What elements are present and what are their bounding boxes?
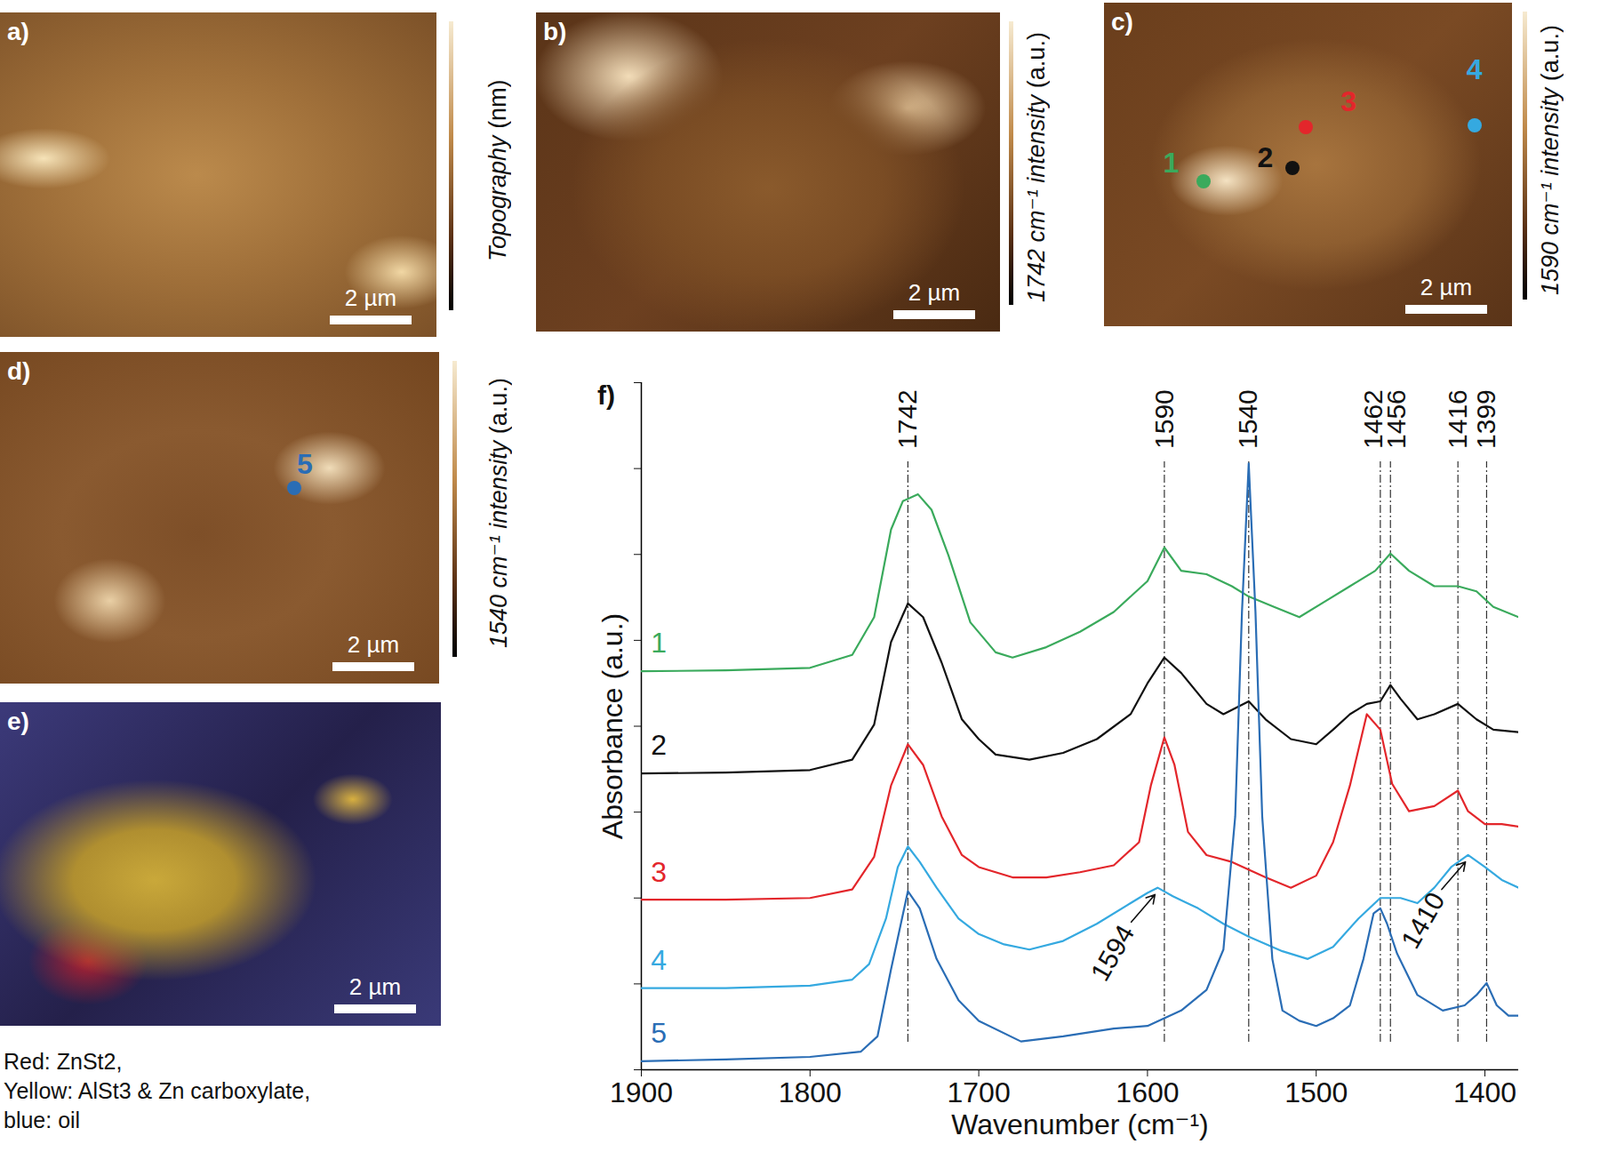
svg-text:Absorbance (a.u.): Absorbance (a.u.) [596,613,629,840]
html-text:1: 1 [1163,146,1179,179]
svg-text:1400: 1400 [1453,1076,1517,1109]
svg-text:1900: 1900 [609,1076,673,1109]
svg-text:1590: 1590 [1149,389,1179,449]
html-text:(nm): (nm) [484,79,512,136]
html-text:f): f) [597,380,616,410]
svg-text:1594: 1594 [1084,920,1140,986]
html-text:2 µm: 2 µm [908,279,961,306]
html-text:(a.u.): (a.u.) [485,378,512,441]
svg-text:1399: 1399 [1471,389,1501,449]
html-text:Red: ZnSt2,: Red: ZnSt2, [3,1048,123,1074]
svg-text:5: 5 [650,1016,667,1049]
svg-text:2: 2 [650,728,667,761]
html-text:2 µm: 2 µm [347,631,400,658]
html-text:(a.u.): (a.u.) [1023,32,1050,96]
html-text:2 µm: 2 µm [344,284,397,312]
html-text:b): b) [543,17,567,46]
html-text:1742 cm⁻¹ intensity: 1742 cm⁻¹ intensity [1023,95,1050,303]
svg-text:1462: 1462 [1358,389,1388,449]
svg-text:1456: 1456 [1381,389,1411,449]
html-text:blue: oil: blue: oil [3,1107,81,1133]
svg-text:1416: 1416 [1442,389,1472,449]
svg-text:Wavenumber (cm⁻¹): Wavenumber (cm⁻¹) [951,1108,1209,1141]
html-text:3: 3 [1340,85,1357,118]
svg-text:1: 1 [650,626,667,659]
html-text:a): a) [7,17,30,46]
html-text:c): c) [1111,8,1134,36]
svg-text:1700: 1700 [947,1076,1011,1109]
html-text:2 µm: 2 µm [1420,273,1473,301]
html-text:4: 4 [1466,53,1483,86]
html-text:1540 cm⁻¹ intensity: 1540 cm⁻¹ intensity [485,440,512,649]
html-text:Topography: Topography [484,135,512,262]
svg-text:1500: 1500 [1284,1076,1348,1109]
svg-text:3: 3 [650,856,667,888]
html-text:d): d) [7,357,31,385]
svg-text:1600: 1600 [1115,1076,1179,1109]
svg-text:1742: 1742 [892,389,922,449]
html-text:2 µm: 2 µm [349,973,402,1000]
svg-text:1410: 1410 [1395,887,1451,953]
html-text:e): e) [7,707,30,736]
html-text:1590 cm⁻¹ intensity: 1590 cm⁻¹ intensity [1536,87,1564,296]
svg-text:1540: 1540 [1232,389,1263,449]
html-text:Yellow: AlSt3 & Zn carboxylate: Yellow: AlSt3 & Zn carboxylate, [3,1078,311,1104]
html-text:2: 2 [1257,141,1274,174]
svg-text:1800: 1800 [778,1076,842,1109]
html-text:5: 5 [296,447,313,480]
svg-text:4: 4 [650,944,667,976]
html-text:(a.u.): (a.u.) [1536,24,1564,88]
